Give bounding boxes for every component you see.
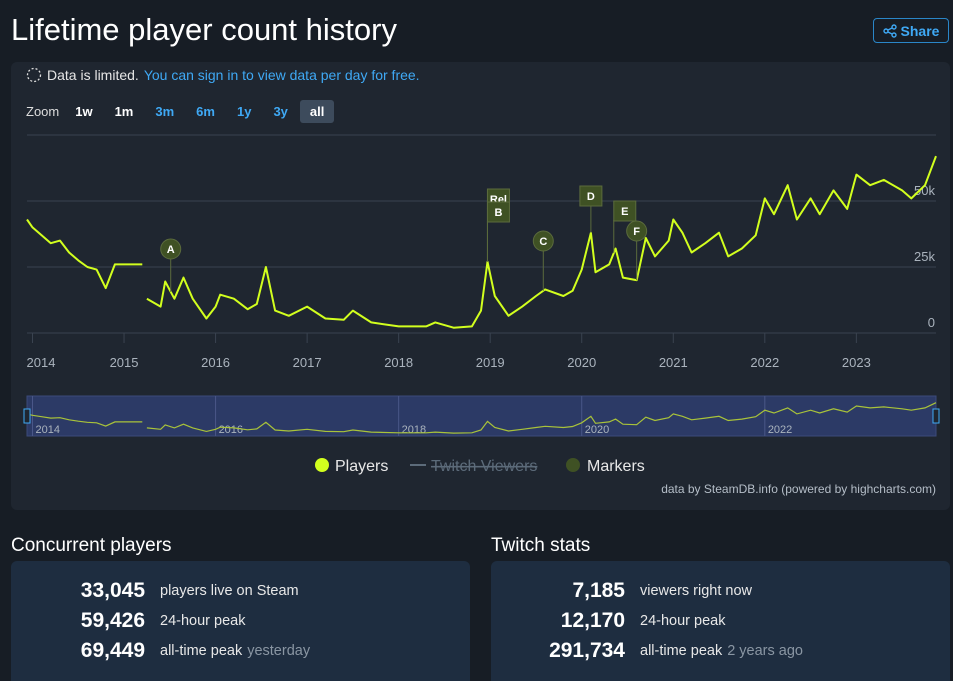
navigator-label: 2014 bbox=[35, 424, 59, 436]
zoom-button[interactable]: 1y bbox=[236, 104, 252, 119]
x-tick-label: 2016 bbox=[201, 355, 230, 370]
zoom-button[interactable]: 3y bbox=[273, 104, 288, 119]
legend-symbol bbox=[315, 458, 329, 472]
stats-heading: Concurrent players bbox=[11, 535, 172, 556]
marker-flag bbox=[160, 238, 182, 260]
legend-label[interactable]: Twitch Viewers bbox=[431, 458, 537, 475]
notice: Data is limited. You can sign in to view… bbox=[26, 67, 420, 83]
stat-value: 69,449 bbox=[80, 639, 145, 662]
stat-label: 24-hour peak bbox=[640, 613, 726, 629]
stat-row: 69,449 all-time peak yesterday bbox=[11, 639, 470, 663]
zoom-label: Zoom bbox=[26, 104, 60, 119]
x-tick-label: 2020 bbox=[567, 355, 596, 370]
stat-note: yesterday bbox=[247, 643, 311, 659]
marker-flag bbox=[532, 230, 554, 252]
player-line bbox=[26, 155, 937, 329]
x-tick-label: 2023 bbox=[842, 355, 871, 370]
stat-value: 291,734 bbox=[549, 639, 625, 662]
marker-label: A bbox=[167, 244, 175, 256]
navigator-handle[interactable] bbox=[23, 408, 31, 424]
stats-box: 7,185 viewers right now 12,170 24-hour peak… bbox=[491, 561, 950, 681]
navigator-line bbox=[26, 402, 937, 434]
marker-label: E bbox=[621, 206, 628, 218]
marker-label: B bbox=[494, 207, 502, 219]
stats-box: 33,045 players live on Steam 59,426 24-hour… bbox=[11, 561, 470, 681]
legend-label[interactable]: Markers bbox=[587, 458, 645, 475]
zoom-button[interactable]: 6m bbox=[196, 104, 215, 119]
marker-label: D bbox=[587, 191, 595, 203]
x-tick-label: 2022 bbox=[750, 355, 779, 370]
stat-label: all-time peak bbox=[160, 643, 243, 659]
chart: 0 25k 50k 2014 2015 2016 2017 2018 2019 2020 2021 2… bbox=[23, 134, 940, 496]
stat-label: 24-hour peak bbox=[160, 613, 246, 629]
share-label: Share bbox=[900, 22, 940, 39]
zoom-button[interactable]: 1w bbox=[75, 104, 93, 119]
zoom-button[interactable]: all bbox=[299, 100, 335, 123]
marker-flag bbox=[613, 200, 637, 222]
legend-label[interactable]: Players bbox=[335, 458, 388, 475]
navigator-label: 2020 bbox=[585, 424, 609, 436]
x-tick-label: 2015 bbox=[110, 355, 139, 370]
navigator-handle[interactable] bbox=[932, 408, 940, 424]
marker-flag bbox=[626, 220, 648, 242]
x-tick-label: 2018 bbox=[384, 355, 413, 370]
stat-label: players live on Steam bbox=[160, 583, 299, 599]
share-icon bbox=[882, 23, 897, 38]
share-button[interactable]: Share bbox=[873, 18, 949, 43]
x-tick-label: 2014 bbox=[27, 355, 56, 370]
stat-value: 12,170 bbox=[560, 609, 625, 632]
zoom-bar: Zoom 1w 1m 3m 6m 1y 3y all bbox=[26, 100, 336, 123]
y-tick-label: 50k bbox=[914, 183, 935, 198]
notice-text: Data is limited. bbox=[47, 67, 139, 83]
marker-label: C bbox=[539, 236, 547, 248]
limited-icon bbox=[26, 67, 42, 83]
stat-row: 59,426 24-hour peak bbox=[11, 609, 470, 633]
zoom-button[interactable]: 1m bbox=[114, 104, 134, 119]
stat-note: 2 years ago bbox=[727, 643, 803, 659]
marker-flag bbox=[579, 185, 603, 207]
x-tick-label: 2019 bbox=[476, 355, 505, 370]
legend-symbol bbox=[566, 458, 580, 472]
stat-value: 33,045 bbox=[80, 579, 145, 602]
stat-label: viewers right now bbox=[640, 583, 753, 599]
y-tick-label: 25k bbox=[914, 249, 935, 264]
stat-row: 12,170 24-hour peak bbox=[491, 609, 950, 633]
credit: data by SteamDB.info (powered by highcha… bbox=[661, 482, 936, 496]
marker-flag bbox=[486, 201, 510, 223]
x-tick-label: 2017 bbox=[293, 355, 322, 370]
navigator-label: 2022 bbox=[768, 424, 792, 436]
marker-label: F bbox=[633, 226, 640, 238]
stat-label: all-time peak bbox=[640, 643, 723, 659]
sign-in-link[interactable]: You can sign in to view data per day for… bbox=[143, 67, 420, 83]
stat-row: 291,734 all-time peak 2 years ago bbox=[491, 639, 950, 663]
page-title: Lifetime player count history bbox=[11, 12, 397, 47]
stat-value: 59,426 bbox=[80, 609, 145, 632]
zoom-button[interactable]: 3m bbox=[155, 104, 175, 119]
stat-row: 33,045 players live on Steam bbox=[11, 579, 470, 603]
navigator-label: 2018 bbox=[402, 424, 426, 436]
stat-row: 7,185 viewers right now bbox=[491, 579, 950, 603]
stat-value: 7,185 bbox=[572, 579, 625, 602]
x-tick-label: 2021 bbox=[659, 355, 688, 370]
stats-heading: Twitch stats bbox=[491, 535, 591, 556]
y-tick-label: 0 bbox=[928, 315, 935, 330]
navigator-label: 2016 bbox=[219, 424, 243, 436]
